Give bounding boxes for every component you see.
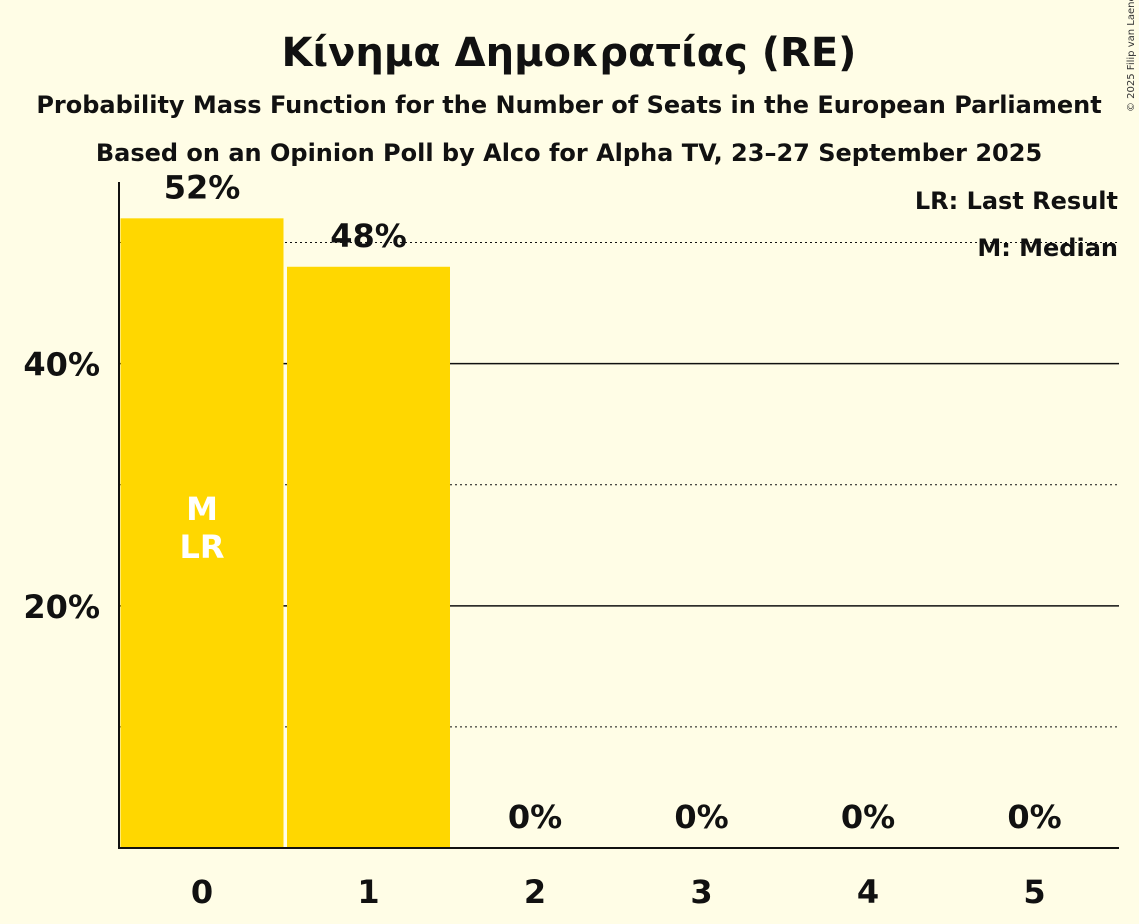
bar-1	[287, 266, 450, 848]
axis-ticks: 20% 40% 0 1 2 3 4 5	[23, 346, 1045, 911]
gridlines	[120, 242, 1119, 728]
chart-title: Κίνημα Δημοκρατίας (RE)	[282, 30, 857, 76]
x-tick-label-0: 0	[191, 873, 213, 911]
value-label-4: 0%	[841, 798, 895, 836]
value-labels: 52% 48% 0% 0% 0% 0% MLR	[164, 168, 1062, 836]
y-tick-label: 20%	[23, 588, 100, 626]
value-label-2: 0%	[508, 798, 562, 836]
legend-last-result: LR: Last Result	[915, 187, 1118, 215]
chart-source: Based on an Opinion Poll by Alco for Alp…	[96, 139, 1042, 167]
value-label-1: 48%	[330, 217, 407, 255]
legend-median: M: Median	[977, 234, 1118, 262]
x-tick-label-2: 2	[524, 873, 546, 911]
x-tick-label-1: 1	[357, 873, 379, 911]
bar-0	[120, 218, 284, 848]
chart-subtitle: Probability Mass Function for the Number…	[36, 91, 1101, 119]
value-label-3: 0%	[674, 798, 728, 836]
value-label-0: 52%	[164, 168, 241, 206]
bar-marker-m: M	[186, 490, 218, 528]
x-tick-label-5: 5	[1023, 873, 1045, 911]
y-tick-label: 40%	[23, 346, 100, 384]
value-label-5: 0%	[1007, 798, 1061, 836]
x-tick-label-4: 4	[857, 873, 879, 911]
bars	[120, 218, 450, 848]
x-tick-label-3: 3	[690, 873, 712, 911]
copyright-notice: © 2025 Filip van Laenen	[1126, 0, 1137, 112]
bar-marker-lr: LR	[179, 528, 224, 566]
